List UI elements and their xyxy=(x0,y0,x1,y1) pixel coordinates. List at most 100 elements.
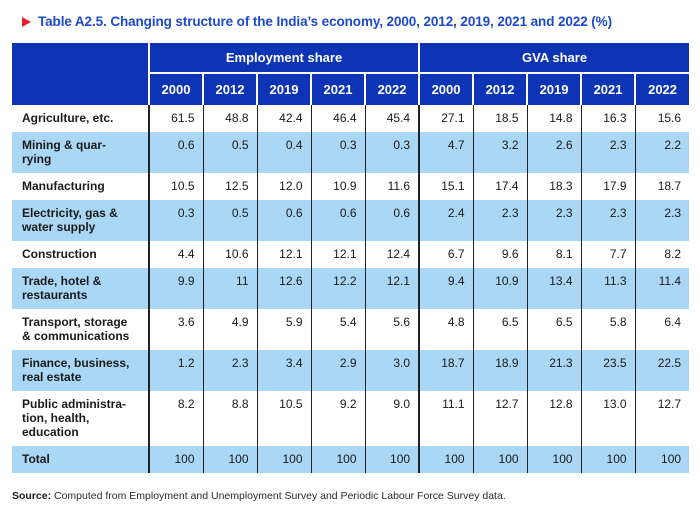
value-cell: 23.5 xyxy=(580,350,636,391)
value-cell: 42.4 xyxy=(256,105,311,132)
value-cell: 2.3 xyxy=(472,200,528,241)
table-title-row: Table A2.5. Changing structure of the In… xyxy=(22,14,700,29)
source-note: Source: Computed from Employment and Une… xyxy=(12,490,700,502)
table-title: Table A2.5. Changing structure of the In… xyxy=(38,14,612,29)
value-cell: 2.3 xyxy=(580,200,636,241)
value-cell: 0.3 xyxy=(148,200,203,241)
value-cell: 6.7 xyxy=(418,241,474,268)
value-cell: 12.5 xyxy=(202,173,257,200)
value-cell: 0.4 xyxy=(256,132,311,173)
value-cell: 12.1 xyxy=(364,268,420,309)
value-cell: 8.8 xyxy=(202,391,257,446)
value-cell: 2.6 xyxy=(526,132,582,173)
year-header: 2019 xyxy=(526,72,582,105)
value-cell: 9.0 xyxy=(364,391,420,446)
value-cell: 100 xyxy=(202,446,257,473)
value-cell: 0.5 xyxy=(202,200,257,241)
value-cell: 2.9 xyxy=(310,350,365,391)
value-cell: 12.6 xyxy=(256,268,311,309)
value-cell: 16.3 xyxy=(580,105,636,132)
table-header: Employment share GVA share 2000 2012 201… xyxy=(12,43,690,105)
value-cell: 12.7 xyxy=(472,391,528,446)
value-cell: 100 xyxy=(526,446,582,473)
value-cell: 18.9 xyxy=(472,350,528,391)
table-row-transport: Transport, storage & communications 3.6 … xyxy=(12,309,690,350)
row-label: Construction xyxy=(12,241,149,268)
row-label: Trade, hotel & restaurants xyxy=(12,268,149,309)
value-cell: 0.3 xyxy=(310,132,365,173)
table-row-finance: Finance, business, real estate 1.2 2.3 3… xyxy=(12,350,690,391)
value-cell: 46.4 xyxy=(310,105,365,132)
value-cell: 10.9 xyxy=(472,268,528,309)
value-cell: 15.6 xyxy=(634,105,690,132)
economy-structure-table: Employment share GVA share 2000 2012 201… xyxy=(12,43,690,473)
value-cell: 22.5 xyxy=(634,350,690,391)
value-cell: 3.6 xyxy=(148,309,203,350)
value-cell: 18.5 xyxy=(472,105,528,132)
value-cell: 12.4 xyxy=(364,241,420,268)
value-cell: 12.2 xyxy=(310,268,365,309)
row-label: Total xyxy=(12,446,149,473)
row-label: Electricity, gas & water supply xyxy=(12,200,149,241)
value-cell: 6.5 xyxy=(472,309,528,350)
value-cell: 6.4 xyxy=(634,309,690,350)
value-cell: 3.2 xyxy=(472,132,528,173)
value-cell: 100 xyxy=(418,446,474,473)
row-label: Mining & quar- rying xyxy=(12,132,149,173)
value-cell: 27.1 xyxy=(418,105,474,132)
value-cell: 1.2 xyxy=(148,350,203,391)
value-cell: 100 xyxy=(148,446,203,473)
value-cell: 48.8 xyxy=(202,105,257,132)
value-cell: 4.8 xyxy=(418,309,474,350)
value-cell: 6.5 xyxy=(526,309,582,350)
value-cell: 12.1 xyxy=(310,241,365,268)
value-cell: 100 xyxy=(310,446,365,473)
row-label: Manufacturing xyxy=(12,173,149,200)
value-cell: 9.4 xyxy=(418,268,474,309)
table-row-electricity: Electricity, gas & water supply 0.3 0.5 … xyxy=(12,200,690,241)
value-cell: 2.4 xyxy=(418,200,474,241)
value-cell: 11.1 xyxy=(418,391,474,446)
value-cell: 12.1 xyxy=(256,241,311,268)
table-row-mining: Mining & quar- rying 0.6 0.5 0.4 0.3 0.3… xyxy=(12,132,690,173)
value-cell: 0.6 xyxy=(256,200,311,241)
table-body: Agriculture, etc. 61.5 48.8 42.4 46.4 45… xyxy=(12,105,690,473)
value-cell: 10.5 xyxy=(256,391,311,446)
value-cell: 100 xyxy=(472,446,528,473)
year-header: 2022 xyxy=(634,72,690,105)
value-cell: 9.2 xyxy=(310,391,365,446)
row-label: Transport, storage & communications xyxy=(12,309,149,350)
value-cell: 0.3 xyxy=(364,132,420,173)
value-cell: 11 xyxy=(202,268,257,309)
source-text: Computed from Employment and Unemploymen… xyxy=(51,490,506,502)
value-cell: 10.5 xyxy=(148,173,203,200)
value-cell: 100 xyxy=(580,446,636,473)
value-cell: 18.3 xyxy=(526,173,582,200)
value-cell: 12.0 xyxy=(256,173,311,200)
year-header: 2012 xyxy=(202,72,257,105)
value-cell: 100 xyxy=(634,446,690,473)
value-cell: 18.7 xyxy=(418,350,474,391)
value-cell: 5.9 xyxy=(256,309,311,350)
value-cell: 11.6 xyxy=(364,173,420,200)
value-cell: 0.6 xyxy=(310,200,365,241)
group-header-gva: GVA share xyxy=(418,43,690,73)
value-cell: 18.7 xyxy=(634,173,690,200)
year-header: 2000 xyxy=(148,72,203,105)
table-row-trade: Trade, hotel & restaurants 9.9 11 12.6 1… xyxy=(12,268,690,309)
value-cell: 5.8 xyxy=(580,309,636,350)
value-cell: 5.6 xyxy=(364,309,420,350)
value-cell: 0.6 xyxy=(364,200,420,241)
value-cell: 10.9 xyxy=(310,173,365,200)
value-cell: 12.7 xyxy=(634,391,690,446)
row-label: Agriculture, etc. xyxy=(12,105,149,132)
value-cell: 3.0 xyxy=(364,350,420,391)
value-cell: 8.1 xyxy=(526,241,582,268)
value-cell: 3.4 xyxy=(256,350,311,391)
year-header: 2022 xyxy=(363,72,420,105)
source-label: Source: xyxy=(12,490,52,502)
value-cell: 10.6 xyxy=(202,241,257,268)
corner-cell xyxy=(12,43,149,105)
value-cell: 13.4 xyxy=(526,268,582,309)
value-cell: 100 xyxy=(364,446,420,473)
